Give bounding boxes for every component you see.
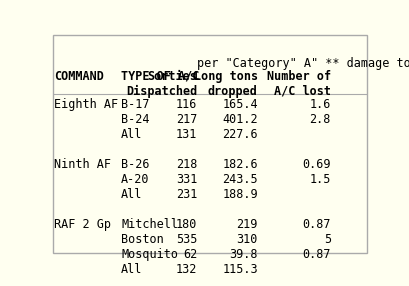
Text: 132: 132	[175, 263, 197, 276]
Text: B-24: B-24	[121, 113, 149, 126]
Text: Number of
A/C lost: Number of A/C lost	[266, 69, 330, 98]
Text: B-17: B-17	[121, 98, 149, 111]
Text: 401.2: 401.2	[222, 113, 257, 126]
Text: 62: 62	[183, 248, 197, 261]
Text: COMMAND: COMMAND	[54, 69, 104, 83]
Text: 219: 219	[236, 218, 257, 231]
Text: 1.6: 1.6	[309, 98, 330, 111]
Text: 231: 231	[175, 188, 197, 201]
Text: Mitchell: Mitchell	[121, 218, 178, 231]
Text: 217: 217	[175, 113, 197, 126]
Text: All: All	[121, 128, 142, 141]
Text: per "Category" A" ** damage to site: per "Category" A" ** damage to site	[197, 57, 409, 70]
Text: Sorties
Dispatched: Sorties Dispatched	[126, 69, 197, 98]
Text: 227.6: 227.6	[222, 128, 257, 141]
Text: 310: 310	[236, 233, 257, 246]
Text: 243.5: 243.5	[222, 173, 257, 186]
Text: All: All	[121, 188, 142, 201]
Text: 182.6: 182.6	[222, 158, 257, 171]
Text: RAF 2 Gp: RAF 2 Gp	[54, 218, 111, 231]
Text: Boston: Boston	[121, 233, 164, 246]
Text: 39.8: 39.8	[229, 248, 257, 261]
Text: TYPE OF A/C: TYPE OF A/C	[121, 69, 199, 83]
Text: 188.9: 188.9	[222, 188, 257, 201]
Text: 180: 180	[175, 218, 197, 231]
Text: Eighth AF: Eighth AF	[54, 98, 118, 111]
Text: 535: 535	[175, 233, 197, 246]
FancyBboxPatch shape	[53, 35, 366, 253]
Text: 2.8: 2.8	[309, 113, 330, 126]
Text: 115.3: 115.3	[222, 263, 257, 276]
Text: 0.69: 0.69	[301, 158, 330, 171]
Text: All: All	[121, 263, 142, 276]
Text: 1.5: 1.5	[309, 173, 330, 186]
Text: A-20: A-20	[121, 173, 149, 186]
Text: Ninth AF: Ninth AF	[54, 158, 111, 171]
Text: 165.4: 165.4	[222, 98, 257, 111]
Text: 116: 116	[175, 98, 197, 111]
Text: 0.87: 0.87	[301, 248, 330, 261]
Text: 218: 218	[175, 158, 197, 171]
Text: Long tons
dropped: Long tons dropped	[193, 69, 257, 98]
Text: 5: 5	[323, 233, 330, 246]
Text: 0.87: 0.87	[301, 218, 330, 231]
Text: 331: 331	[175, 173, 197, 186]
Text: B-26: B-26	[121, 158, 149, 171]
Text: 131: 131	[175, 128, 197, 141]
Text: Mosquito: Mosquito	[121, 248, 178, 261]
